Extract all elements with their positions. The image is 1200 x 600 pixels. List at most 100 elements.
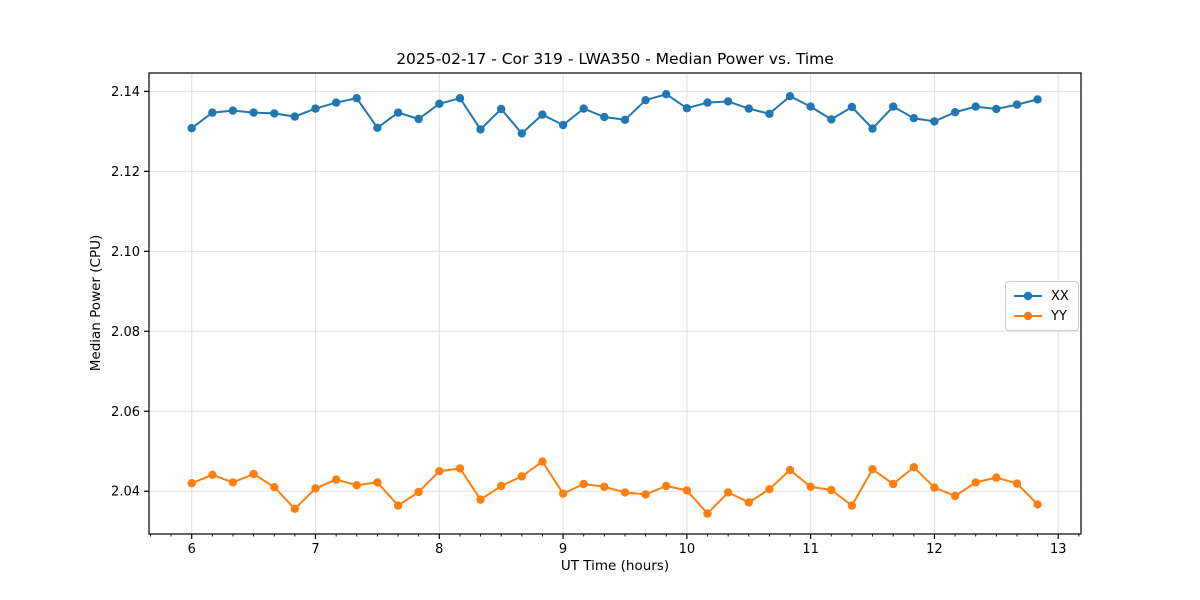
series-xx-marker-40 — [1012, 100, 1022, 109]
series-xx-marker-14 — [476, 125, 485, 134]
series-xx-marker-7 — [332, 98, 341, 107]
series-yy-marker-20 — [600, 482, 609, 491]
series-yy-marker-16 — [517, 472, 526, 481]
series-yy-marker-25 — [703, 509, 712, 518]
legend-item-yy: YY — [1013, 307, 1069, 325]
series-yy-marker-14 — [476, 495, 485, 504]
series-xx-marker-6 — [311, 104, 320, 113]
x-tick-label-8: 8 — [435, 542, 443, 557]
series-xx-marker-4 — [270, 109, 279, 118]
series-yy-marker-5 — [290, 504, 299, 513]
axes-spines — [148, 72, 1082, 535]
series-xx-marker-26 — [723, 97, 733, 106]
series-xx-marker-15 — [497, 104, 506, 114]
series-yy-marker-31 — [827, 485, 836, 495]
series-yy-marker-19 — [579, 479, 588, 489]
series-yy-marker-6 — [311, 484, 320, 493]
series-xx-marker-24 — [682, 104, 692, 113]
series-yy-marker-17 — [538, 457, 547, 466]
legend-swatch-yy-icon — [1014, 311, 1042, 321]
series-xx-marker-22 — [641, 96, 650, 105]
series-yy-marker-4 — [270, 483, 279, 492]
series-yy-marker-8 — [352, 481, 361, 490]
series-xx-marker-29 — [785, 92, 795, 101]
legend-swatch-xx-icon — [1014, 291, 1042, 301]
series-yy-marker-0 — [187, 479, 196, 488]
chart-title: 2025-02-17 - Cor 319 - LWA350 - Median P… — [396, 50, 834, 68]
series-xx-marker-23 — [662, 90, 671, 99]
series-yy-marker-36 — [930, 483, 939, 492]
series-yy-marker-11 — [414, 487, 423, 497]
x-tick-label-12: 12 — [926, 542, 943, 557]
series-yy-marker-30 — [806, 482, 815, 491]
series-xx-marker-20 — [600, 112, 609, 122]
x-tick-label-11: 11 — [802, 542, 819, 557]
series-yy-marker-33 — [868, 465, 877, 474]
series-yy-marker-28 — [765, 485, 774, 494]
series-yy-marker-37 — [950, 491, 960, 501]
series-yy-marker-29 — [785, 465, 795, 475]
x-tick-label-10: 10 — [679, 542, 696, 557]
y-tick-label-2.06: 2.06 — [111, 405, 140, 420]
series-xx-marker-33 — [868, 124, 877, 133]
series-xx-marker-16 — [517, 129, 526, 138]
series-xx-marker-17 — [538, 110, 547, 119]
series-xx-marker-11 — [414, 114, 423, 124]
series-xx-marker-36 — [930, 117, 939, 126]
series-yy-marker-12 — [435, 467, 444, 476]
series-yy-marker-26 — [723, 488, 733, 497]
series-yy-marker-38 — [971, 478, 980, 487]
series-yy-marker-13 — [455, 464, 465, 473]
series-xx-marker-19 — [579, 104, 588, 113]
series-xx-marker-2 — [228, 106, 238, 115]
series-xx-marker-38 — [971, 102, 980, 111]
series-xx-marker-30 — [806, 102, 815, 111]
series-xx-marker-31 — [827, 115, 836, 124]
y-tick-label-2.14: 2.14 — [111, 85, 140, 100]
series-xx-marker-13 — [455, 94, 465, 103]
series-yy-marker-22 — [641, 490, 650, 499]
series-xx-marker-32 — [847, 102, 857, 112]
series-xx-marker-39 — [992, 104, 1001, 114]
series-xx-marker-1 — [208, 108, 217, 117]
series-yy-marker-40 — [1012, 479, 1022, 488]
series-yy-marker-39 — [992, 473, 1001, 482]
x-axis-label: UT Time (hours) — [560, 558, 670, 574]
series-yy-marker-7 — [332, 475, 341, 484]
series-xx-marker-37 — [950, 108, 960, 117]
legend-label-yy: YY — [1051, 308, 1067, 324]
series-xx-marker-5 — [290, 112, 299, 121]
series-xx-marker-28 — [765, 109, 774, 119]
series-yy-marker-15 — [497, 481, 506, 491]
series-xx-marker-8 — [352, 94, 361, 103]
y-tick-label-2.08: 2.08 — [111, 325, 140, 340]
series-yy-marker-34 — [889, 479, 898, 489]
series-yy-marker-21 — [620, 488, 630, 497]
series-xx-marker-10 — [393, 108, 403, 117]
series-xx-marker-3 — [249, 108, 258, 117]
series-yy-marker-9 — [373, 478, 382, 487]
series-xx-marker-34 — [889, 102, 898, 111]
series-yy-marker-24 — [682, 486, 692, 495]
x-tick-label-9: 9 — [559, 542, 567, 557]
series-xx-marker-27 — [744, 104, 753, 113]
legend-item-xx: XX — [1013, 287, 1069, 305]
y-axis-label: Median Power (CPU) — [88, 234, 104, 372]
series-yy-marker-3 — [249, 469, 258, 479]
x-tick-label-13: 13 — [1050, 542, 1067, 557]
y-tick-label-2.10: 2.10 — [111, 245, 140, 260]
y-tick-label-2.12: 2.12 — [111, 165, 140, 180]
series-yy-marker-27 — [744, 498, 753, 507]
series-xx-marker-21 — [620, 115, 630, 125]
series-xx-marker-9 — [373, 123, 382, 132]
x-tick-label-6: 6 — [188, 542, 196, 557]
series-yy-marker-1 — [208, 470, 217, 479]
series-yy-marker-41 — [1033, 500, 1042, 509]
series-yy-marker-18 — [558, 489, 568, 498]
y-tick-label-2.04: 2.04 — [111, 485, 140, 500]
series-yy-marker-2 — [228, 478, 238, 487]
series-xx-marker-41 — [1033, 95, 1042, 104]
series-yy-marker-35 — [909, 463, 918, 472]
